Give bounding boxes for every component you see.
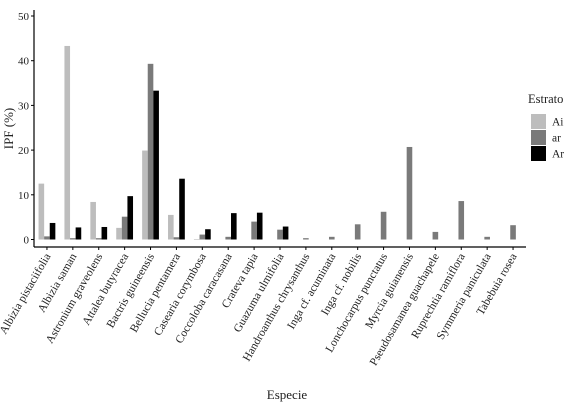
- bar-ar-lonchocarpus-punctatus: [380, 211, 387, 240]
- bar-ar-pseudosamanea-guachapele: [432, 231, 439, 240]
- bar-ar-bellucia-pentamera: [173, 237, 180, 240]
- bar-ar-inga-cf-acuminata: [328, 236, 335, 240]
- bar-ar-crateva-tapia: [251, 221, 257, 240]
- y-tick-label: 50: [18, 11, 30, 23]
- bar-ar-casearia-corymbosa: [205, 229, 211, 240]
- bar-ar-coccoloba-caracasana: [231, 213, 237, 240]
- y-tick-label: 40: [18, 56, 30, 68]
- bar-ai-astronium-graveolens: [90, 201, 96, 240]
- legend: Estrato Ai ar Ar: [528, 92, 564, 161]
- bar-ai-bactris-guineensis: [142, 150, 148, 240]
- legend-label-ar: ar: [552, 133, 561, 145]
- bar-ar-astronium-graveolens: [95, 238, 102, 240]
- bar-ar-guazuma-ulmifolia: [277, 229, 283, 240]
- x-axis-title: Especie: [267, 387, 308, 402]
- y-tick-label: 0: [24, 235, 30, 247]
- bar-ar-crateva-tapia: [256, 212, 263, 240]
- bar-ai-albizia-saman: [64, 45, 71, 240]
- y-tick-label: 30: [18, 100, 30, 112]
- legend-title: Estrato: [528, 92, 563, 106]
- bar-ai-bellucia-pentamera: [168, 214, 174, 240]
- bar-ai-albizia-pistaciifolia: [38, 183, 45, 240]
- bar-ar-attalea-butyracea: [127, 196, 134, 240]
- bar-ar-attalea-butyracea: [121, 216, 128, 240]
- bar-ai-casearia-corymbosa: [193, 239, 200, 240]
- bar-ar-symmeria-paniculata: [484, 236, 490, 240]
- bars: [38, 45, 516, 240]
- legend-label-ai: Ai: [552, 117, 564, 129]
- legend-swatch-ar: [531, 146, 546, 161]
- y-tick-label: 10: [18, 190, 30, 202]
- bar-ar-bactris-guineensis: [153, 90, 159, 240]
- bar-ar-inga-cf-nobilis: [354, 224, 361, 240]
- bar-ar-tabebuia-rosea: [510, 225, 516, 240]
- legend-swatch-ar: [531, 130, 546, 145]
- bar-ai-attalea-butyracea: [116, 227, 122, 240]
- bar-ar-casearia-corymbosa: [199, 234, 206, 240]
- y-axis: 0 10 20 30 40 50: [18, 10, 35, 247]
- bar-ar-albizia-pistaciifolia: [49, 222, 56, 240]
- bar-ar-myrcia-guianensis: [406, 146, 413, 240]
- bar-ar-albizia-saman: [75, 227, 82, 240]
- y-tick-label: 20: [18, 145, 30, 157]
- bar-ar-bellucia-pentamera: [179, 178, 185, 240]
- bar-ar-guazuma-ulmifolia: [282, 226, 289, 240]
- legend-label-ar: Ar: [552, 149, 564, 161]
- bar-ar-bactris-guineensis: [147, 63, 154, 240]
- bar-ar-coccoloba-caracasana: [225, 236, 232, 240]
- bar-ar-astronium-graveolens: [101, 226, 108, 240]
- bar-ar-ruprechtia-ramiflora: [458, 201, 465, 240]
- legend-swatch-ai: [531, 114, 546, 129]
- bar-ar-albizia-pistaciifolia: [44, 236, 50, 240]
- bar-ar-albizia-saman: [70, 238, 76, 240]
- bar-ar-handroanthus-chrysanthus: [303, 238, 309, 240]
- y-axis-title: IPF (%): [1, 108, 16, 150]
